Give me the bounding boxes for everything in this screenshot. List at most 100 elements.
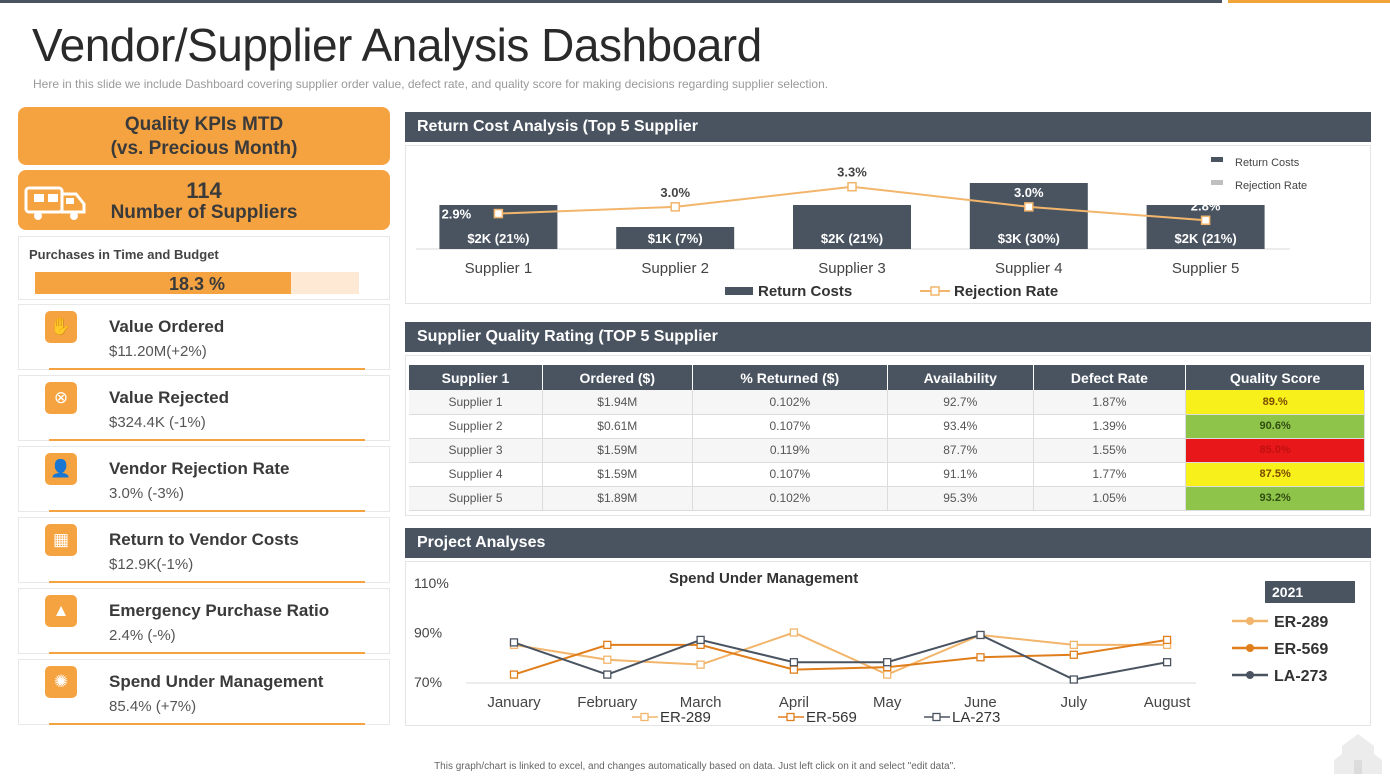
quality-score-cell: 87.5% [1185,462,1365,487]
table-header-cell: Quality Score [1185,365,1365,390]
kpi-underline [49,581,365,583]
kpi-card: ▲ Emergency Purchase Ratio 2.4% (-%) [18,588,390,654]
bottom-legend-marker-la-273 [932,712,941,722]
table-cell: 1.77% [1033,462,1187,487]
spend-line-chart: Spend Under Management 110% 90% 70% January F… [414,570,1355,726]
project-panel: Spend Under Management 110% 90% 70% January F… [405,561,1371,726]
bottom-legend-label-er-289: ER-289 [660,709,711,725]
person-settings-icon: 👤 [45,453,77,485]
kpi-value: 85.4% (+7%) [109,698,197,715]
bar-category-label: Supplier 5 [1172,260,1240,277]
table-cell: 1.87% [1033,390,1187,415]
table-cell: Supplier 4 [409,462,543,487]
table-row: Supplier 3 $1.59M 0.119% 87.7% 1.55% 85.0% [409,438,1365,463]
gear-icon: ✺ [45,666,77,698]
table-header-cell: Defect Rate [1033,365,1187,390]
kpi-name: Emergency Purchase Ratio [109,601,330,620]
legend-marker-la-273 [1246,671,1254,679]
table-cell: $1.94M [542,390,693,415]
legend-title-box [1265,581,1355,603]
bar-category-label: Supplier 2 [641,260,709,277]
x-tick-label: April [779,694,809,711]
series-point-er-569 [1162,635,1172,645]
table-cell: 0.119% [692,438,888,463]
hand-money-icon: ✋ [45,311,77,343]
kpi-value: $11.20M(+2%) [109,343,207,360]
table-cell: $1.59M [542,462,693,487]
legend-marker-rejection-rate [930,286,940,296]
legend-title: 2021 [1272,584,1303,600]
series-point-er-569 [976,653,985,662]
rejection-rate-label: 3.0% [660,185,690,200]
kpi-card: 👤 Vendor Rejection Rate 3.0% (-3%) [18,446,390,512]
table-row: Supplier 1 $1.94M 0.102% 92.7% 1.87% 89.% [409,390,1365,415]
kpi-name: Value Ordered [109,317,225,336]
supplier-count: 114 [186,178,222,203]
table-row: Supplier 2 $0.61M 0.107% 93.4% 1.39% 90.6% [409,414,1365,439]
page-title: Vendor/Supplier Analysis Dashboard [32,19,762,71]
building-logo-icon [1334,734,1382,774]
x-tick-label: June [964,694,997,711]
y-tick-label: 110% [414,575,449,591]
series-point-er-569 [1069,650,1078,659]
table-header-cell: % Returned ($) [692,365,888,390]
series-point-la-273 [1162,658,1172,667]
bar-return-cost [616,227,735,249]
series-point-la-273 [1069,675,1078,684]
line-chart-title: Spend Under Management [669,570,858,587]
purchases-progress-track: 18.3 % [35,272,359,294]
quality-score-cell: 93.2% [1185,486,1365,511]
table-cell: 0.102% [692,390,888,415]
purchases-progress-fill [35,272,291,294]
table-cell: 92.7% [887,390,1034,415]
table-cell: Supplier 2 [409,414,543,439]
series-point-er-289 [696,660,705,669]
network-icon: ▦ [45,524,77,556]
return-cost-panel-title: Return Cost Analysis (Top 5 Supplier [405,112,1371,142]
series-point-er-289 [789,628,799,637]
table-cell: Supplier 5 [409,486,543,511]
legend-label-la-273: LA-273 [1274,668,1327,685]
close-circle-icon: ⊗ [45,382,77,414]
kpi-header-line1: Quality KPIs MTD [124,114,284,135]
legend-label-return-costs: Return Costs [758,283,852,300]
quality-score-cell: 89.% [1185,390,1365,415]
supplier-count-card: 114 Number of Suppliers [18,170,390,230]
bar-data-label: $2K (21%) [467,231,529,246]
bottom-legend-marker-er-289 [640,712,649,722]
rejection-rate-point [1200,215,1211,226]
table-cell: 91.1% [887,462,1034,487]
kpi-underline [49,723,365,725]
legend-label-er-289: ER-289 [1274,614,1328,631]
table-cell: 87.7% [887,438,1034,463]
kpi-underline [49,510,365,512]
bar-return-cost [1146,205,1265,249]
x-tick-label: February [577,694,638,711]
rejection-rate-label: 3.0% [1014,185,1044,200]
series-point-la-273 [789,658,799,667]
y-tick-label: 70% [414,674,442,690]
bar-data-label: $2K (21%) [821,231,883,246]
kpi-value: 3.0% (-3%) [109,485,185,502]
rejection-rate-point [847,181,857,192]
series-line-la-273 [513,633,1168,681]
series-point-er-569 [509,670,519,679]
table-cell: 0.107% [692,462,888,487]
series-point-er-569 [603,640,612,650]
table-cell: $0.61M [542,414,693,439]
table-cell: 1.39% [1033,414,1187,439]
table-cell: 1.55% [1033,438,1187,463]
purchases-value: 18.3 % [168,274,226,294]
table-cell: 93.4% [887,414,1034,439]
table-cell: $1.89M [542,486,693,511]
bar-data-label: $1K (7%) [648,231,703,246]
bar-return-cost [969,183,1088,249]
legend-label-er-569: ER-569 [1274,641,1328,658]
legend-swatch-return-costs [1211,157,1223,162]
kpi-name: Spend Under Management [109,672,324,691]
kpi-header-line2: (vs. Precious Month) [110,138,298,159]
kpi-underline [49,439,365,441]
rejection-rate-label: 2.8% [1191,198,1221,213]
bar-category-label: Supplier 4 [995,260,1063,277]
return-cost-panel: $2K (21%) Supplier 1 $1K (7%) Supplier 2 $2K… [405,145,1371,304]
